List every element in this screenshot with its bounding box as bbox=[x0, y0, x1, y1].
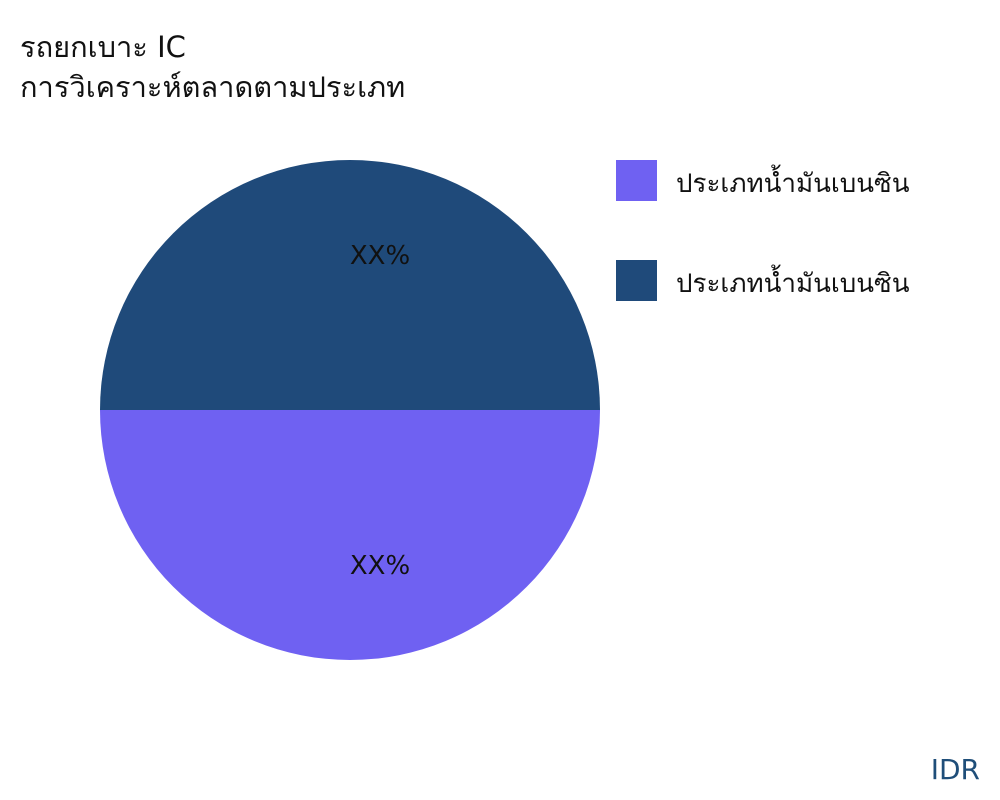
chart-subtitle: การวิเคราะห์ตลาดตามประเภท bbox=[20, 70, 406, 104]
legend-swatch-1 bbox=[616, 260, 657, 301]
pie-slice-1 bbox=[100, 160, 600, 410]
data-label-1: XX% bbox=[350, 241, 410, 271]
brand-logo: IDR bbox=[930, 753, 980, 786]
legend-swatch-0 bbox=[616, 160, 657, 201]
pie-slice-0 bbox=[100, 410, 600, 660]
chart-title: รถยกเบาะ IC bbox=[20, 30, 186, 64]
data-label-0: XX% bbox=[350, 551, 410, 581]
legend-label-1: ประเภทน้ำมันเบนซิน bbox=[676, 269, 910, 299]
legend-label-0: ประเภทน้ำมันเบนซิน bbox=[676, 169, 910, 199]
